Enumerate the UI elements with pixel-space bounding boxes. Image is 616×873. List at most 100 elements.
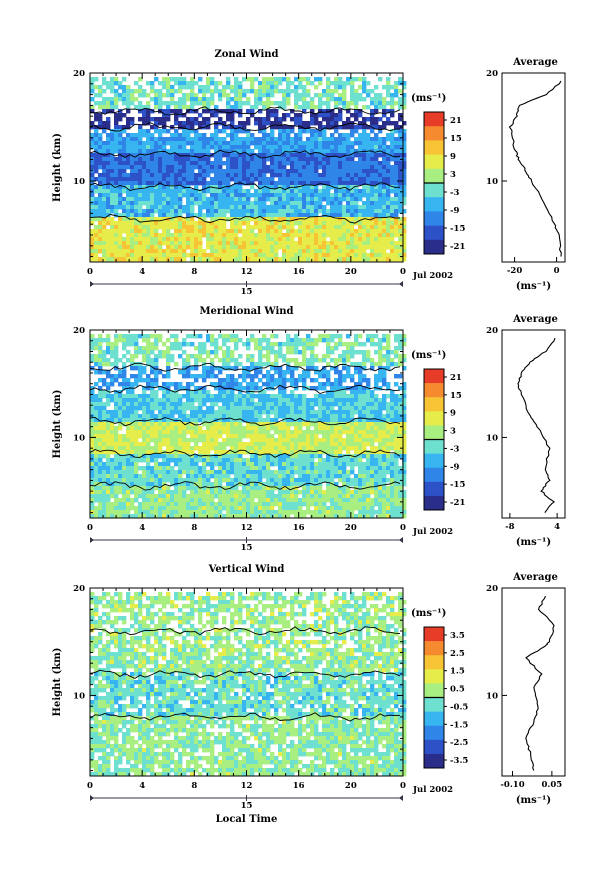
- colorbar-segment: [424, 725, 444, 741]
- colorbar-segment: [424, 211, 444, 226]
- x-tick-label: 8: [191, 523, 197, 533]
- colorbar-segment: [424, 411, 444, 426]
- heatmap-cells: [90, 77, 407, 262]
- x-tick-label: 0: [400, 267, 406, 277]
- colorbar-tick: 0.5: [450, 685, 465, 695]
- colorbar-segment: [424, 397, 444, 412]
- colorbar-segment: [424, 627, 444, 642]
- y-axis-label: Height (km): [52, 133, 63, 202]
- x-tick-label: 0: [87, 523, 93, 533]
- contour-lines: [89, 362, 401, 491]
- colorbar-tick: -3: [450, 444, 460, 454]
- colorbar-tick: -2.5: [450, 738, 468, 748]
- average-title: Average: [512, 314, 558, 325]
- avg-unit-label: (ms⁻¹): [516, 537, 551, 548]
- average-frame: [501, 587, 566, 777]
- day-label: 15: [241, 801, 253, 811]
- avg-y-tick: 20: [486, 69, 498, 79]
- contour-lines: [89, 626, 401, 722]
- contour-lines: [89, 106, 401, 224]
- x-tick-label: 12: [241, 523, 253, 533]
- avg-x-tick: 4: [554, 522, 560, 532]
- x-tick-label: 8: [191, 781, 197, 791]
- panel-title: Meridional Wind: [199, 306, 293, 317]
- colorbar-tick: 9: [450, 152, 456, 162]
- average-frame: [501, 72, 566, 263]
- date-label: Jul 2002: [412, 785, 453, 795]
- colorbar-segment: [424, 154, 444, 170]
- colorbar-tick: -0.5: [450, 702, 468, 712]
- colorbar-unit: (ms⁻¹): [411, 350, 446, 361]
- colorbar-tick: -9: [450, 462, 460, 472]
- y-tick-label: 20: [73, 584, 85, 594]
- avg-y-tick: 10: [486, 177, 498, 187]
- day-label: 15: [241, 543, 253, 553]
- colorbar-segment: [424, 697, 444, 712]
- avg-y-tick: 20: [486, 584, 498, 594]
- avg-x-tick: 0.05: [542, 780, 563, 790]
- colorbar-tick: -21: [450, 242, 465, 252]
- colorbar-tick: -1.5: [450, 720, 468, 730]
- x-axis-label: Local Time: [216, 814, 278, 825]
- colorbar-segment: [424, 495, 444, 511]
- colorbar-tick: 1.5: [450, 667, 465, 677]
- y-tick-label: 20: [73, 326, 85, 336]
- x-tick-label: 16: [293, 267, 305, 277]
- colorbar-unit: (ms⁻¹): [411, 93, 446, 104]
- panel-title: Zonal Wind: [214, 49, 278, 60]
- avg-y-tick: 10: [486, 691, 498, 701]
- panel-1: Meridional Wind 0 4 8 12 16 20 0 10 20 Height (km)…: [52, 306, 566, 553]
- panel-0: Zonal Wind 0 4 8 12 16 20 0 10 20 Height (km) 15 Jul…: [52, 49, 566, 297]
- colorbar-segment: [424, 481, 444, 497]
- y-axis-label: Height (km): [52, 390, 63, 459]
- average-frame: [501, 329, 566, 519]
- colorbar-tick: -15: [450, 480, 465, 490]
- avg-x-tick: 0: [554, 266, 560, 276]
- x-tick-label: 16: [293, 523, 305, 533]
- avg-y-tick: 20: [486, 326, 498, 336]
- colorbar-segment: [424, 383, 444, 398]
- x-tick-label: 20: [345, 781, 357, 791]
- y-tick-label: 10: [73, 691, 85, 701]
- heatmap-cells: [90, 334, 407, 519]
- x-tick-label: 12: [241, 781, 253, 791]
- colorbar-tick: 9: [450, 409, 456, 419]
- y-axis-label: Height (km): [52, 648, 63, 717]
- x-tick-label: 0: [87, 781, 93, 791]
- colorbar-segment: [424, 168, 444, 184]
- y-tick-label: 10: [73, 433, 85, 443]
- colorbar-unit: (ms⁻¹): [411, 608, 446, 619]
- x-tick-label: 8: [191, 267, 197, 277]
- colorbar-segment: [424, 711, 444, 726]
- x-tick-label: 0: [400, 781, 406, 791]
- x-tick-label: 20: [345, 267, 357, 277]
- colorbar-tick: 15: [450, 391, 462, 401]
- y-tick-label: 20: [73, 69, 85, 79]
- heatmap-cells: [90, 592, 407, 777]
- colorbar-segment: [424, 197, 444, 212]
- date-label: Jul 2002: [412, 271, 453, 281]
- colorbar-segment: [424, 369, 444, 384]
- colorbar-segment: [424, 669, 444, 684]
- avg-x-tick: -20: [507, 266, 522, 276]
- colorbar-tick: 3: [450, 170, 456, 180]
- panel-title: Vertical Wind: [208, 564, 285, 575]
- x-tick-label: 20: [345, 523, 357, 533]
- average-title: Average: [512, 57, 558, 68]
- date-label: Jul 2002: [412, 527, 453, 537]
- colorbar-segment: [424, 439, 444, 454]
- colorbar-segment: [424, 225, 444, 241]
- avg-x-tick: -8: [505, 522, 515, 532]
- x-tick-label: 16: [293, 781, 305, 791]
- colorbar-segment: [424, 425, 444, 440]
- colorbar-tick: 2.5: [450, 649, 465, 659]
- colorbar-segment: [424, 112, 444, 127]
- y-tick-label: 10: [73, 177, 85, 187]
- avg-unit-label: (ms⁻¹): [516, 795, 551, 806]
- colorbar-segment: [424, 239, 444, 255]
- colorbar-segment: [424, 753, 444, 769]
- colorbar-tick: -9: [450, 206, 460, 216]
- x-tick-label: 0: [400, 523, 406, 533]
- avg-unit-label: (ms⁻¹): [516, 281, 551, 292]
